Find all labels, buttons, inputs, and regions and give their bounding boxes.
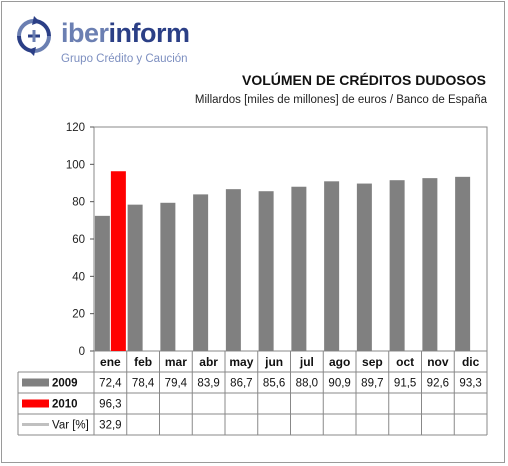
data-label-2009-may: 86,7 bbox=[230, 378, 252, 390]
circular-arrows-icon bbox=[17, 16, 51, 56]
bar-2009-feb bbox=[127, 204, 143, 351]
data-label-2009-jul: 88,0 bbox=[296, 378, 318, 390]
category-label-ene: ene bbox=[100, 355, 121, 369]
data-label-Var-ene: 32,9 bbox=[99, 420, 121, 432]
category-label-feb: feb bbox=[134, 355, 152, 369]
y-tick-label: 100 bbox=[66, 159, 85, 171]
category-label-may: may bbox=[229, 355, 253, 369]
y-tick-label: 40 bbox=[72, 271, 85, 283]
bar-2009-sep bbox=[356, 183, 372, 351]
bar-2009-oct bbox=[389, 180, 405, 351]
brand-name-part2: inform bbox=[108, 18, 191, 48]
bar-2009-mar bbox=[160, 202, 176, 351]
data-label-2009-nov: 92,6 bbox=[427, 378, 449, 390]
y-tick-label: 60 bbox=[72, 234, 85, 246]
bar-2009-dic bbox=[455, 176, 471, 351]
category-label-nov: nov bbox=[427, 355, 449, 369]
data-label-2009-oct: 91,5 bbox=[394, 378, 416, 390]
bar-2009-jul bbox=[291, 186, 307, 351]
data-label-2009-ago: 90,9 bbox=[328, 378, 350, 390]
data-label-2009-abr: 83,9 bbox=[197, 378, 219, 390]
category-label-jun: jun bbox=[264, 355, 283, 369]
chart-title: VOLÚMEN DE CRÉDITOS DUDOSOS bbox=[242, 72, 486, 88]
data-label-2009-feb: 78,4 bbox=[132, 378, 155, 390]
category-label-jul: jul bbox=[299, 355, 314, 369]
chart-subtitle: Millardos [miles de millones] de euros /… bbox=[194, 94, 487, 106]
legend-label-Var: Var [%] bbox=[52, 420, 89, 432]
legend-label-2009: 2009 bbox=[52, 378, 78, 390]
legend-label-2010: 2010 bbox=[52, 399, 78, 411]
data-label-2009-dic: 93,3 bbox=[459, 378, 481, 390]
data-label-2009-ene: 72,4 bbox=[99, 378, 122, 390]
legend-key-2009 bbox=[22, 378, 49, 387]
category-label-sep: sep bbox=[362, 355, 383, 369]
category-label-dic: dic bbox=[462, 355, 480, 369]
brand-tagline: Grupo Crédito y Caución bbox=[61, 53, 188, 65]
plot-area bbox=[93, 126, 488, 352]
data-label-2009-jun: 85,6 bbox=[263, 378, 285, 390]
legend-key-2010 bbox=[22, 399, 49, 408]
bar-2009-jun bbox=[258, 191, 274, 351]
category-label-mar: mar bbox=[165, 355, 187, 369]
category-label-abr: abr bbox=[199, 355, 218, 369]
data-label-2009-mar: 79,4 bbox=[165, 378, 188, 390]
y-tick-label: 0 bbox=[79, 346, 85, 358]
bar-2009-nov bbox=[422, 178, 438, 351]
category-label-oct: oct bbox=[396, 355, 414, 369]
bar-2009-ene bbox=[94, 215, 110, 351]
bar-2009-may bbox=[225, 189, 241, 351]
category-label-ago: ago bbox=[329, 355, 350, 369]
bar-2009-ago bbox=[324, 181, 340, 351]
y-tick-label: 120 bbox=[66, 122, 85, 134]
y-tick-label: 20 bbox=[72, 309, 85, 321]
data-label-2010-ene: 96,3 bbox=[99, 399, 121, 411]
y-tick-label: 80 bbox=[72, 197, 85, 209]
data-label-2009-sep: 89,7 bbox=[361, 378, 383, 390]
brand-name: iberinform bbox=[61, 20, 190, 47]
bar-2009-abr bbox=[193, 194, 209, 351]
brand-logo: iberinform Grupo Crédito y Caución bbox=[14, 10, 214, 66]
bar-2010-ene bbox=[110, 171, 126, 351]
brand-name-part1: iber bbox=[61, 18, 109, 48]
